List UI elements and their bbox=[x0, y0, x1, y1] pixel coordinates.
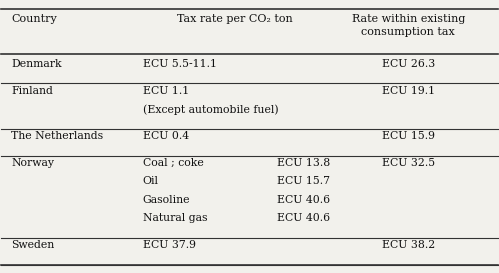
Text: Natural gas: Natural gas bbox=[143, 213, 207, 223]
Text: ECU 5.5-11.1: ECU 5.5-11.1 bbox=[143, 59, 217, 69]
Text: Coal ; coke: Coal ; coke bbox=[143, 158, 204, 168]
Text: ECU 38.2: ECU 38.2 bbox=[382, 240, 435, 250]
Text: Tax rate per CO₂ ton: Tax rate per CO₂ ton bbox=[177, 14, 292, 24]
Text: ECU 1.1: ECU 1.1 bbox=[143, 86, 189, 96]
Text: ECU 40.6: ECU 40.6 bbox=[277, 213, 330, 223]
Text: Sweden: Sweden bbox=[11, 240, 54, 250]
Text: ECU 13.8: ECU 13.8 bbox=[277, 158, 330, 168]
Text: ECU 40.6: ECU 40.6 bbox=[277, 195, 330, 205]
Text: Denmark: Denmark bbox=[11, 59, 62, 69]
Text: The Netherlands: The Netherlands bbox=[11, 131, 103, 141]
Text: ECU 26.3: ECU 26.3 bbox=[382, 59, 435, 69]
Text: Gasoline: Gasoline bbox=[143, 195, 190, 205]
Text: Finland: Finland bbox=[11, 86, 53, 96]
Text: ECU 32.5: ECU 32.5 bbox=[382, 158, 435, 168]
Text: Rate within existing
consumption tax: Rate within existing consumption tax bbox=[352, 14, 465, 37]
Text: Oil: Oil bbox=[143, 176, 159, 186]
Text: Country: Country bbox=[11, 14, 57, 24]
Text: ECU 15.9: ECU 15.9 bbox=[382, 131, 435, 141]
Text: Norway: Norway bbox=[11, 158, 54, 168]
Text: ECU 37.9: ECU 37.9 bbox=[143, 240, 196, 250]
Text: (Except automobile fuel): (Except automobile fuel) bbox=[143, 104, 278, 115]
Text: ECU 0.4: ECU 0.4 bbox=[143, 131, 189, 141]
Text: ECU 19.1: ECU 19.1 bbox=[382, 86, 435, 96]
Text: ECU 15.7: ECU 15.7 bbox=[277, 176, 330, 186]
